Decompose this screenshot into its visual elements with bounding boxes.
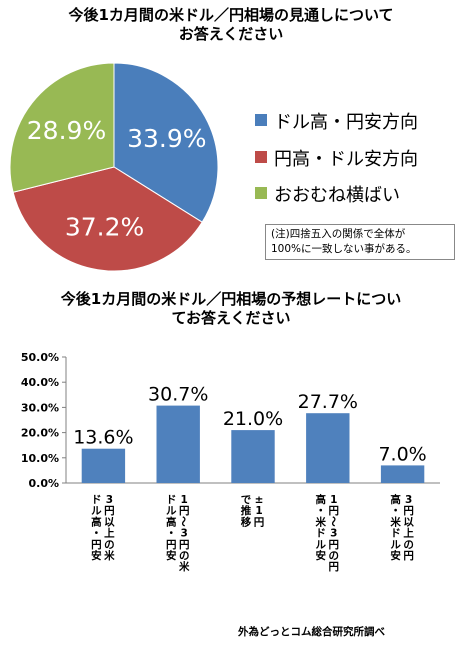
note-line-2: 100%に一致しない事がある。 xyxy=(271,243,417,255)
legend-swatch xyxy=(255,187,267,199)
x-category-label-char: 3 xyxy=(106,494,113,506)
legend-swatch xyxy=(255,114,267,126)
x-category-label-char: 高 xyxy=(390,493,401,506)
bar xyxy=(231,430,275,483)
pie-slice-label: 37.2% xyxy=(65,213,144,242)
pie-slice-label: 33.9% xyxy=(127,124,206,153)
x-category-label-char: 上 xyxy=(403,527,414,540)
x-category-label-char: 推 xyxy=(241,504,252,517)
x-category-label-char: ・ xyxy=(166,528,177,540)
x-category-label-char: 米 xyxy=(103,549,115,562)
x-category-label-char: 1 xyxy=(255,505,262,517)
x-category-label-char: で xyxy=(241,494,252,506)
source-credit: 外為どっとコム総合研究所調べ xyxy=(238,626,385,638)
bar-data-label: 13.6% xyxy=(73,427,133,449)
x-category-label-char: 3 xyxy=(405,494,412,506)
y-tick-label: 0.0% xyxy=(28,477,59,490)
pie-title-line-2: お答えください xyxy=(178,25,284,43)
bar xyxy=(156,405,200,483)
x-category-label-char: 円 xyxy=(329,505,340,517)
x-category-label-char: ド xyxy=(390,528,401,540)
x-category-label-char: 円 xyxy=(179,539,190,551)
x-category-label-char: 安 xyxy=(91,549,102,562)
pie-title-line-1: 今後1カ月間の米ドル／円相場の見通しについて xyxy=(68,6,394,24)
pie-slice xyxy=(12,166,203,272)
x-category-label-char: 〜 xyxy=(327,516,339,527)
bar-title-line-2: てお答えください xyxy=(171,309,291,327)
y-tick-label: 50.0% xyxy=(21,351,59,364)
x-category-label-char: 〜 xyxy=(177,516,189,527)
x-category-label-char: 円 xyxy=(254,516,265,528)
bar xyxy=(306,413,350,483)
x-category-label-char: 高 xyxy=(166,515,177,528)
x-category-label-char: 円 xyxy=(403,550,414,562)
x-category-label-char: ・ xyxy=(316,505,327,517)
x-category-label-char: 円 xyxy=(329,539,340,551)
x-category-label-char: 1 xyxy=(181,494,188,506)
x-category-label-char: の xyxy=(329,550,340,562)
rounding-note: (注)四捨五入の関係で全体が 100%に一致しない事がある。 xyxy=(265,224,455,260)
x-category-label-char: の xyxy=(104,539,115,551)
x-category-label-char: ± xyxy=(255,494,264,506)
x-category-label-char: ド xyxy=(316,528,327,540)
x-category-label-char: 円 xyxy=(104,505,115,517)
pie-slice xyxy=(113,62,219,223)
x-category-label-char: 円 xyxy=(166,539,177,551)
x-category-label-char: 上 xyxy=(104,527,115,540)
bar-data-label: 30.7% xyxy=(148,384,208,406)
x-category-label-char: 円 xyxy=(179,505,190,517)
bar-data-label: 7.0% xyxy=(378,443,426,465)
x-category-label-char: 安 xyxy=(390,549,401,562)
x-category-label-char: 安 xyxy=(316,549,327,562)
pie-chart-title: 今後1カ月間の米ドル／円相場の見通しについて お答えください xyxy=(0,6,462,44)
x-category-label-char: 移 xyxy=(241,515,252,528)
legend-swatch xyxy=(255,151,267,163)
x-category-label-char: 円 xyxy=(91,539,102,551)
x-category-label-char: ・ xyxy=(390,505,401,517)
note-line-1: (注)四捨五入の関係で全体が xyxy=(271,228,406,240)
x-category-label-char: 高 xyxy=(91,515,102,528)
x-category-label-char: 以 xyxy=(403,516,414,528)
bar-data-label: 27.7% xyxy=(298,391,358,413)
x-category-label-char: の xyxy=(179,550,190,562)
x-category-label-char: 高 xyxy=(316,493,327,506)
pie-slice xyxy=(9,62,115,193)
y-tick-label: 30.0% xyxy=(21,401,59,414)
x-category-label-char: 円 xyxy=(329,561,340,573)
pie-slice-label: 28.9% xyxy=(27,116,106,145)
bar xyxy=(380,465,425,483)
legend-label: 円高・ドル安方向 xyxy=(274,149,418,170)
x-category-label-char: ド xyxy=(91,494,102,506)
legend-label: ドル高・円安方向 xyxy=(274,112,418,133)
y-tick-label: 40.0% xyxy=(21,376,59,389)
x-category-label-char: の xyxy=(403,539,414,551)
bar xyxy=(81,448,126,483)
y-tick-label: 20.0% xyxy=(21,427,59,440)
bar-chart-title: 今後1カ月間の米ドル／円相場の予想レートについ てお答えください xyxy=(0,290,462,328)
x-category-label-char: ・ xyxy=(91,528,102,540)
x-category-label-char: ド xyxy=(166,494,177,506)
x-category-label-char: ル xyxy=(390,539,401,551)
x-category-label-char: 1 xyxy=(330,494,337,506)
x-category-label-char: 米 xyxy=(389,515,401,528)
x-category-label-char: 3 xyxy=(181,528,188,540)
bar-data-label: 21.0% xyxy=(223,408,283,430)
x-category-label-char: 米 xyxy=(178,560,190,573)
x-category-label-char: 安 xyxy=(166,549,177,562)
x-category-label-char: 3 xyxy=(330,528,337,540)
x-category-label-char: 米 xyxy=(315,515,327,528)
bar-title-line-1: 今後1カ月間の米ドル／円相場の予想レートについ xyxy=(60,290,402,308)
legend-label: おおむね横ばい xyxy=(274,185,400,206)
y-tick-label: 10.0% xyxy=(21,452,59,465)
x-category-label-char: ル xyxy=(166,505,177,517)
x-category-label-char: 円 xyxy=(403,505,414,517)
x-category-label-char: ル xyxy=(91,505,102,517)
x-category-label-char: 以 xyxy=(104,516,115,528)
x-category-label-char: ル xyxy=(316,539,327,551)
